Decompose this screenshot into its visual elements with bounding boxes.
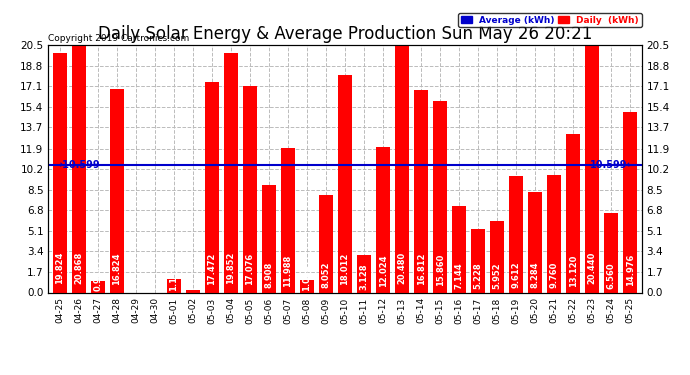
Text: 17.076: 17.076 [246,253,255,285]
Bar [243,86,257,292]
Bar [52,53,67,292]
Text: →10.599: →10.599 [54,159,99,170]
Bar [90,281,105,292]
Text: 8.052: 8.052 [322,262,331,288]
Text: Copyright 2019 Cartronics.com: Copyright 2019 Cartronics.com [48,33,190,42]
Bar [224,53,238,292]
Bar [319,195,333,292]
Text: 20.440: 20.440 [588,252,597,284]
Title: Daily Solar Energy & Average Production Sun May 26 20:21: Daily Solar Energy & Average Production … [98,26,592,44]
Text: 8.284: 8.284 [531,262,540,288]
Text: 9.760: 9.760 [550,261,559,288]
Text: 6.560: 6.560 [607,262,615,289]
Text: 0.940: 0.940 [93,265,102,291]
Text: 1.132: 1.132 [169,264,178,291]
Bar [262,185,276,292]
Bar [72,40,86,292]
Bar [528,192,542,292]
Bar [623,112,638,292]
Bar [471,230,485,292]
Bar [186,290,200,292]
Bar [566,134,580,292]
Bar [281,148,295,292]
Text: 19.852: 19.852 [226,252,235,284]
Text: 8.908: 8.908 [264,262,273,288]
Text: 13.120: 13.120 [569,254,578,286]
Bar [509,177,523,292]
Bar [167,279,181,292]
Text: 7.144: 7.144 [455,262,464,289]
Bar [205,81,219,292]
Bar [604,213,618,292]
Text: 9.612: 9.612 [512,261,521,288]
Text: 3.128: 3.128 [359,264,368,290]
Bar [452,206,466,292]
Text: 1.044: 1.044 [302,264,311,291]
Bar [376,147,390,292]
Bar [490,220,504,292]
Text: 15.860: 15.860 [435,253,444,285]
Text: 20.868: 20.868 [75,252,83,284]
Bar [395,45,409,292]
Bar [110,89,124,292]
Text: 17.472: 17.472 [208,253,217,285]
Text: 5.952: 5.952 [493,262,502,289]
Text: 5.228: 5.228 [473,263,482,290]
Bar [300,280,314,292]
Bar [357,255,371,292]
Bar [338,75,352,292]
Bar [585,46,600,292]
Bar [414,90,428,292]
Text: 14.976: 14.976 [626,254,635,286]
Text: 18.012: 18.012 [340,252,350,285]
Text: 11.988: 11.988 [284,255,293,287]
Text: 12.024: 12.024 [379,255,388,287]
Text: 20.480: 20.480 [397,252,406,284]
Text: 16.812: 16.812 [417,253,426,285]
Text: 16.824: 16.824 [112,253,121,285]
Legend: Average (kWh), Daily  (kWh): Average (kWh), Daily (kWh) [458,13,642,27]
Bar [433,101,447,292]
Bar [547,175,562,292]
Text: 19.824: 19.824 [55,252,64,284]
Text: 10.599←: 10.599← [591,159,636,170]
